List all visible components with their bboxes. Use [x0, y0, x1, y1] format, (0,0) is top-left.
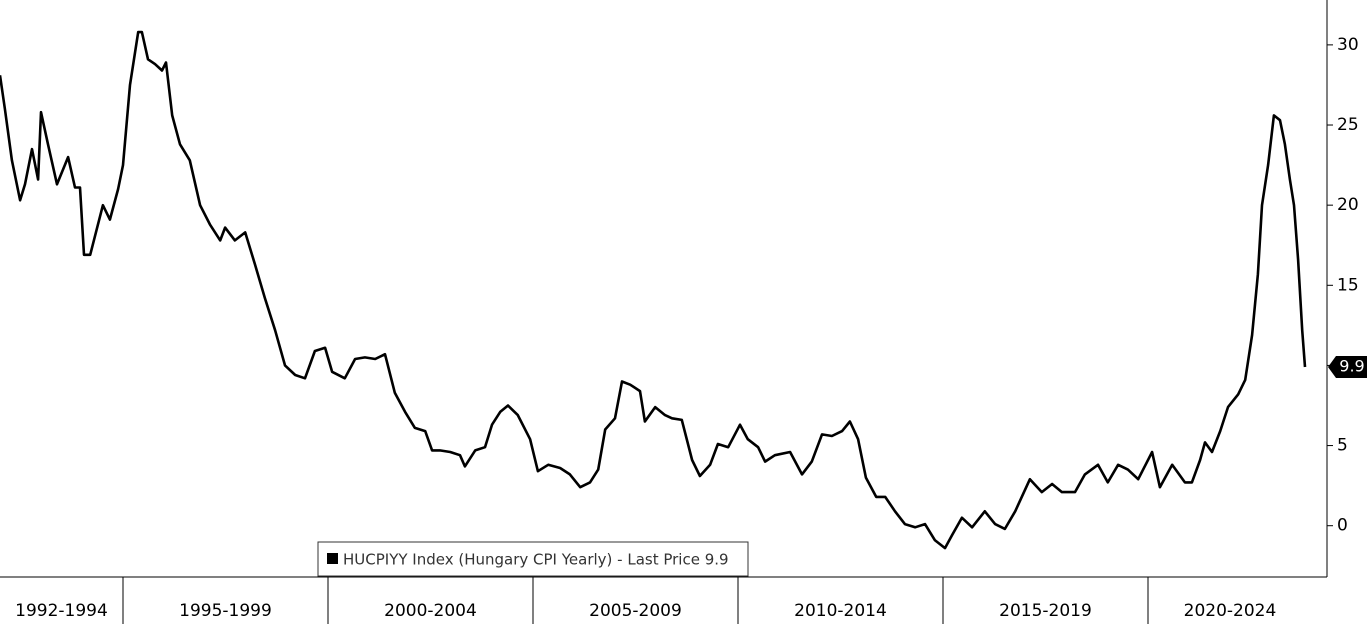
last-value-tag — [1328, 356, 1367, 379]
y-tick-label: 25 — [1337, 115, 1359, 135]
last-value-label: 9.9 — [1339, 357, 1364, 376]
x-tick-label: 1992-1994 — [15, 601, 108, 621]
x-tick-label: 2015-2019 — [999, 601, 1092, 621]
y-tick-label: 20 — [1337, 195, 1359, 215]
x-tick-label: 2020-2024 — [1184, 601, 1277, 621]
line — [0, 30, 1307, 550]
legend-swatch — [327, 553, 338, 564]
x-tick-label: 2000-2004 — [384, 601, 477, 621]
x-tick-label: 2010-2014 — [794, 601, 887, 621]
legend-label: HUCPIYY Index (Hungary CPI Yearly) - Las… — [343, 551, 729, 569]
y-tick-label: 30 — [1337, 35, 1359, 55]
x-tick-label: 1995-1999 — [179, 601, 272, 621]
legend: HUCPIYY Index (Hungary CPI Yearly) - Las… — [317, 541, 749, 577]
y-tick-label: 15 — [1337, 275, 1359, 295]
y-tick-label: 5 — [1337, 436, 1348, 456]
x-tick-label: 2005-2009 — [589, 601, 682, 621]
legend-box — [317, 541, 749, 577]
y-tick-label: 0 — [1337, 516, 1348, 536]
